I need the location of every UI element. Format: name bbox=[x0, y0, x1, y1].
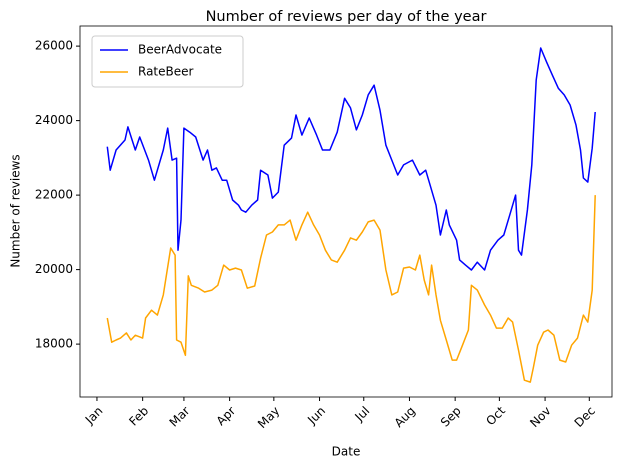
legend: BeerAdvocate RateBeer bbox=[91, 35, 244, 88]
plot-frame bbox=[79, 25, 613, 398]
legend-box bbox=[91, 35, 244, 88]
y-tick-label: 18000 bbox=[35, 337, 73, 351]
y-axis-label: Number of reviews bbox=[9, 154, 23, 267]
series-line bbox=[106, 47, 596, 271]
y-tick-label: 20000 bbox=[35, 262, 73, 276]
y-tick-label: 22000 bbox=[35, 188, 73, 202]
legend-label: BeerAdvocate bbox=[138, 43, 222, 57]
y-tick-label: 24000 bbox=[35, 113, 73, 127]
y-tick-label: 26000 bbox=[35, 39, 73, 53]
series-line bbox=[106, 195, 596, 383]
chart-title: Number of reviews per day of the year bbox=[206, 9, 487, 25]
x-axis-label: Date bbox=[332, 445, 361, 459]
legend-label: RateBeer bbox=[138, 65, 194, 79]
